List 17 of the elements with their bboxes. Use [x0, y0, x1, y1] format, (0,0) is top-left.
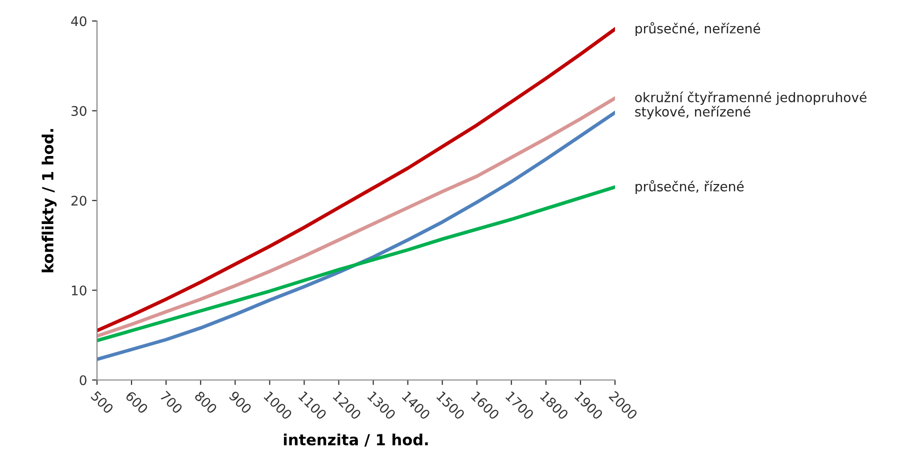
x-axis-title: intenzita / 1 hod.: [284, 434, 428, 447]
series-label: okružní čtyřramenné jednopruhové: [635, 92, 866, 105]
series-label: průsečné, řízené: [636, 180, 744, 194]
y-tick-label: 0: [80, 375, 86, 386]
y-axis-title: konflikty / 1 hod.: [42, 129, 57, 272]
y-tick-label: 10: [72, 285, 86, 296]
line-series: [97, 185, 615, 342]
y-tick-label: 30: [71, 106, 86, 116]
x-tick-label: 600: [124, 390, 149, 414]
line-series: [97, 27, 615, 332]
x-tick-label: 900: [228, 390, 252, 414]
y-tick-label: 20: [71, 196, 86, 206]
x-tick-label: 500: [90, 390, 114, 414]
series-label: stykové, neřízené: [635, 106, 750, 120]
series-label: průsečné, neřízené: [636, 22, 760, 36]
x-tick-label: 800: [194, 390, 218, 414]
y-tick-label: 40: [71, 16, 86, 26]
